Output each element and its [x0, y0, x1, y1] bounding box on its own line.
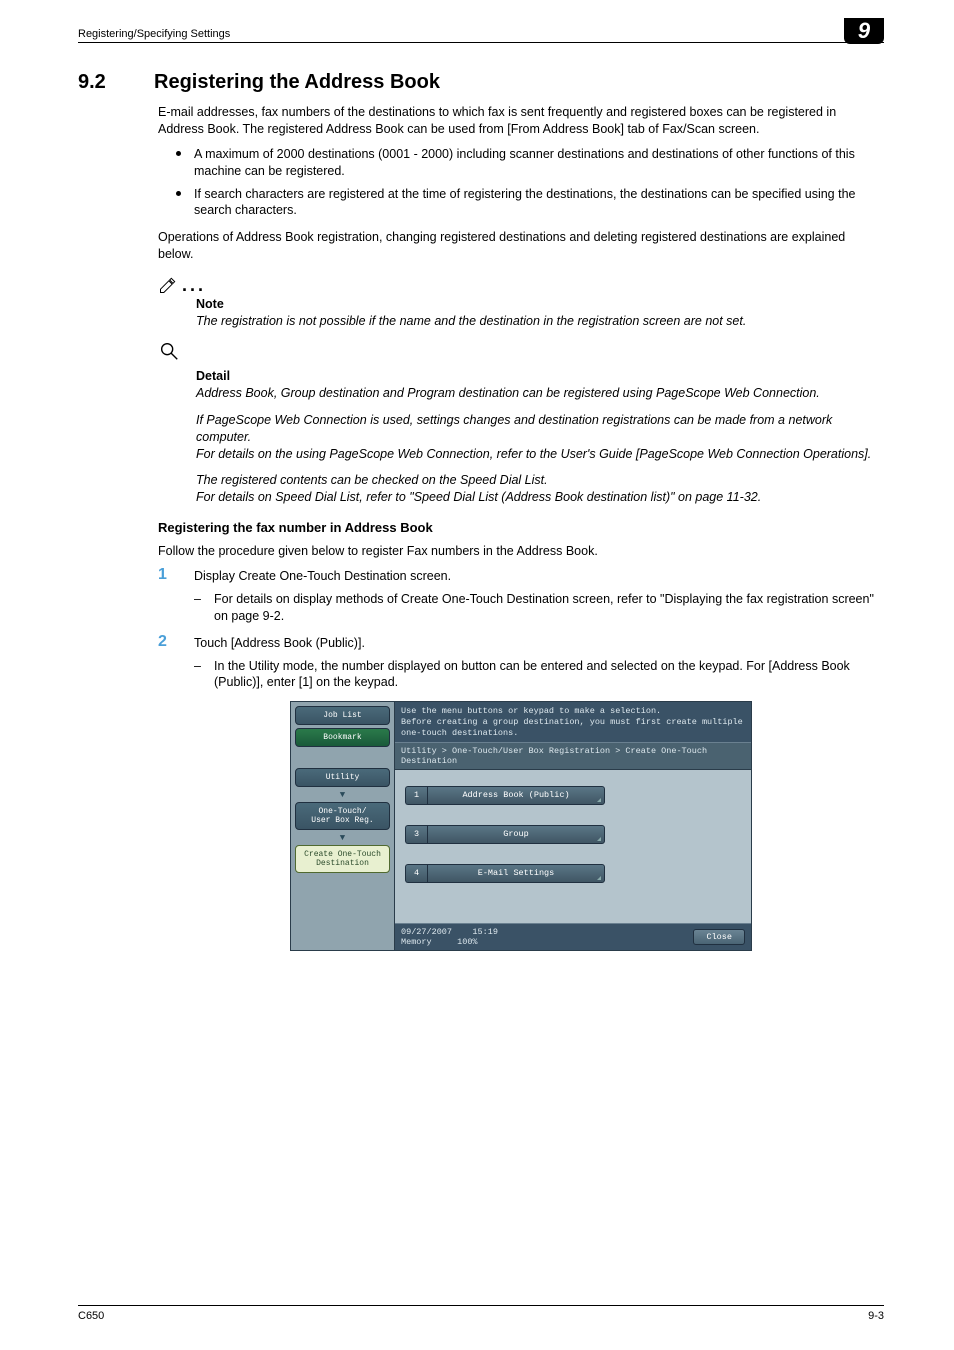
follow-paragraph: Follow the procedure given below to regi… — [158, 543, 884, 560]
list-item: A maximum of 2000 destinations (0001 - 2… — [158, 146, 884, 180]
step-text: Display Create One-Touch Destination scr… — [194, 568, 884, 585]
substep: In the Utility mode, the number displaye… — [194, 658, 884, 692]
step-item: Display Create One-Touch Destination scr… — [158, 568, 884, 625]
detail-text: Address Book, Group destination and Prog… — [196, 385, 884, 402]
list-item: If search characters are registered at t… — [158, 186, 884, 220]
note-dots: ... — [182, 282, 206, 288]
steps-list: Display Create One-Touch Destination scr… — [158, 568, 884, 691]
create-onetouch-button[interactable]: Create One-Touch Destination — [295, 845, 390, 873]
instruction-text: Use the menu buttons or keypad to make a… — [395, 702, 751, 742]
intro-paragraph: E-mail addresses, fax numbers of the des… — [158, 104, 884, 138]
menu-number: 1 — [405, 786, 427, 805]
menu-item-address-book[interactable]: 1 Address Book (Public) — [405, 786, 605, 805]
menu-label: E-Mail Settings — [427, 864, 605, 883]
arrow-down-icon: ▼ — [295, 833, 390, 843]
detail-text: If PageScope Web Connection is used, set… — [196, 412, 884, 463]
status-bar: 09/27/2007 15:19 Memory 100% Close — [395, 923, 751, 950]
menu-label: Address Book (Public) — [427, 786, 605, 805]
heading-title: Registering the Address Book — [154, 71, 440, 94]
arrow-down-icon: ▼ — [295, 790, 390, 800]
step-item: Touch [Address Book (Public)]. In the Ut… — [158, 635, 884, 692]
utility-button[interactable]: Utility — [295, 768, 390, 787]
ui-screenshot: Job List Bookmark Utility ▼ One-Touch/ U… — [290, 701, 752, 951]
step-text: Touch [Address Book (Public)]. — [194, 635, 884, 652]
menu-label: Group — [427, 825, 605, 844]
detail-icon — [158, 340, 180, 362]
heading-number: 9.2 — [78, 71, 126, 94]
note-icon — [158, 275, 178, 295]
left-panel: Job List Bookmark Utility ▼ One-Touch/ U… — [291, 702, 395, 950]
note-text: The registration is not possible if the … — [196, 313, 884, 330]
menu-area: 1 Address Book (Public) 3 Group 4 E-Mail… — [395, 770, 751, 923]
onetouch-button[interactable]: One-Touch/ User Box Reg. — [295, 802, 390, 830]
status-memory-label: Memory — [401, 937, 432, 947]
substep: For details on display methods of Create… — [194, 591, 884, 625]
subheading: Registering the fax number in Address Bo… — [158, 520, 884, 535]
detail-text: The registered contents can be checked o… — [196, 472, 884, 506]
menu-item-group[interactable]: 3 Group — [405, 825, 605, 844]
detail-label: Detail — [196, 369, 884, 383]
operations-paragraph: Operations of Address Book registration,… — [158, 229, 884, 263]
chapter-badge: 9 — [844, 18, 884, 44]
breadcrumb: Utility > One-Touch/User Box Registratio… — [395, 742, 751, 770]
bullet-list: A maximum of 2000 destinations (0001 - 2… — [158, 146, 884, 220]
menu-item-email[interactable]: 4 E-Mail Settings — [405, 864, 605, 883]
footer-left: C650 — [78, 1310, 104, 1322]
status-date: 09/27/2007 — [401, 927, 452, 937]
menu-number: 3 — [405, 825, 427, 844]
bookmark-button[interactable]: Bookmark — [295, 728, 390, 747]
note-label: Note — [196, 297, 884, 311]
header-section: Registering/Specifying Settings — [78, 28, 230, 40]
job-list-button[interactable]: Job List — [295, 706, 390, 725]
menu-number: 4 — [405, 864, 427, 883]
close-button[interactable]: Close — [693, 929, 745, 945]
status-memory: 100% — [457, 937, 477, 947]
status-time: 15:19 — [472, 927, 498, 937]
footer-right: 9-3 — [868, 1310, 884, 1322]
